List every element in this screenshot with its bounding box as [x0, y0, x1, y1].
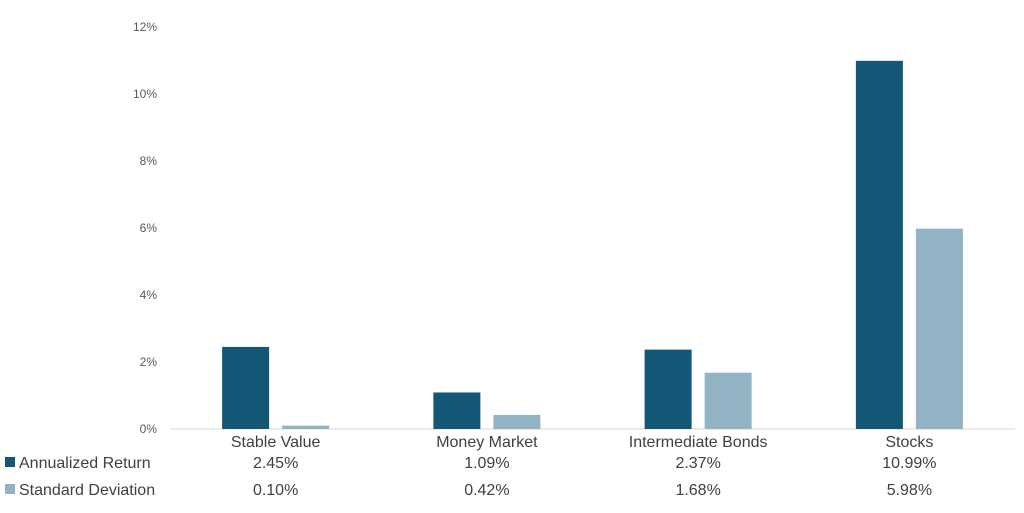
- bar-annualized-return: [855, 60, 903, 430]
- y-tick-label: 0%: [140, 422, 158, 436]
- legend-swatch: [5, 457, 15, 467]
- data-table-cell: 10.99%: [882, 455, 936, 472]
- bar-standard-deviation: [282, 425, 330, 429]
- data-table-cell: 2.45%: [253, 455, 298, 472]
- legend-swatch: [5, 484, 15, 494]
- category-labels: Stable Value Money Market Intermediate Bon…: [231, 434, 934, 451]
- data-table-cell: 2.37%: [675, 455, 720, 472]
- y-tick-label: 12%: [133, 20, 157, 34]
- bar-annualized-return: [222, 346, 270, 429]
- category-label: Stocks: [885, 434, 933, 451]
- category-label: Stable Value: [231, 434, 321, 451]
- y-axis-tick-labels: 0% 2% 4% 6% 8% 10% 12%: [133, 20, 157, 436]
- bars: [222, 60, 963, 430]
- bar-annualized-return: [433, 392, 481, 429]
- bar-standard-deviation: [704, 372, 752, 429]
- bar-annualized-return: [644, 349, 692, 429]
- category-label: Money Market: [436, 434, 538, 451]
- bar-standard-deviation: [915, 228, 963, 429]
- y-tick-label: 10%: [133, 87, 157, 101]
- y-tick-label: 2%: [140, 355, 158, 369]
- legend-label: Standard Deviation: [19, 482, 155, 499]
- category-label: Intermediate Bonds: [629, 434, 768, 451]
- data-table-cell: 0.10%: [253, 482, 298, 499]
- y-tick-label: 8%: [140, 154, 158, 168]
- legend: Annualized Return Standard Deviation: [5, 455, 155, 499]
- bar-standard-deviation: [493, 414, 541, 429]
- data-table-cell: 1.68%: [675, 482, 720, 499]
- y-tick-label: 6%: [140, 221, 158, 235]
- y-tick-label: 4%: [140, 288, 158, 302]
- legend-label: Annualized Return: [19, 455, 151, 472]
- data-table: 2.45% 1.09% 2.37% 10.99% 0.10% 0.42% 1.68% 5.98…: [253, 455, 937, 499]
- data-table-cell: 0.42%: [464, 482, 509, 499]
- data-table-cell: 1.09%: [464, 455, 509, 472]
- data-table-cell: 5.98%: [887, 482, 932, 499]
